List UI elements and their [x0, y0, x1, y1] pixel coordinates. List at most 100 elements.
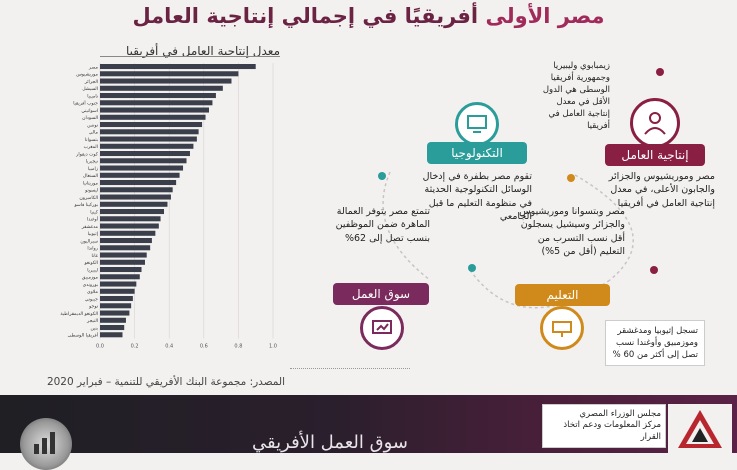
category-label: جيبوتي: [85, 297, 98, 302]
category-label: بوروندي: [83, 283, 98, 288]
category-label: أوغندا: [87, 216, 99, 223]
bar: [100, 230, 156, 236]
chart-title: معدل إنتاجية العامل في أفريقيا: [126, 44, 280, 58]
bar: [100, 100, 213, 106]
category-label: بوركينا فاسو: [73, 202, 98, 208]
x-tick-label: 1.0: [269, 344, 277, 350]
category-label: موزمبيق: [82, 276, 99, 281]
footer-title: سوق العمل الأفريقي: [252, 432, 408, 453]
worker-low-note: زيمبابوي وليبيريا وجمهورية أفريقيا الوسط…: [542, 61, 610, 132]
bar: [100, 107, 209, 113]
bar: [100, 209, 165, 215]
bar: [100, 245, 151, 251]
category-label: جنوب أفريقيا: [73, 100, 98, 107]
footer-chart-logo: [20, 418, 72, 470]
chart-title-underline: [100, 56, 280, 57]
bar: [100, 158, 187, 164]
category-label: إثيوبيا: [88, 232, 99, 237]
labor-dot: [468, 264, 476, 272]
bar: [100, 310, 130, 316]
category-label: الكاميرون: [79, 195, 98, 201]
category-label: ملاوي: [87, 290, 99, 295]
bar: [100, 296, 133, 302]
labor-note: تتمتع مصر بتوفر العمالة الماهرة ضمن المو…: [335, 206, 430, 244]
bar-chart: 0.0 0.2 0.4 0.6 0.8 1.0 مصر موريشيوس الجزائر السي…: [60, 63, 277, 350]
technology-icon: [455, 102, 499, 146]
category-label: سيراليون: [80, 239, 98, 244]
category-label: رواندا: [87, 247, 98, 252]
category-label: ليبيريا: [87, 268, 98, 273]
category-label: مالي: [89, 131, 99, 136]
bar: [100, 332, 123, 338]
org-line-2: مركز المعلومات ودعم اتخاذ القرار: [563, 420, 661, 442]
category-label: كوت ديفوار: [75, 151, 99, 157]
bar: [100, 288, 135, 294]
category-label: موريتانيا: [83, 181, 99, 186]
category-label: ناميبيا: [87, 94, 98, 99]
bar: [100, 259, 145, 265]
education-high-note: تسجل إثيوبيا ومدغشقر وموزمبيق وأوغندا نس…: [605, 320, 705, 367]
bar: [100, 223, 159, 229]
category-label: الكونغو: [84, 260, 98, 266]
education-badge: التعليم: [515, 284, 610, 306]
page-title: مصر الأولى أفريقيًا في إجمالي إنتاجية ال…: [0, 4, 737, 28]
bar: [100, 64, 256, 70]
x-tick-label: 0.4: [165, 344, 173, 350]
x-tick-label: 0.0: [96, 344, 104, 350]
bar: [100, 317, 126, 323]
bar: [100, 85, 223, 91]
technology-badge: التكنولوجيا: [427, 142, 527, 164]
connector-lines: [382, 171, 634, 309]
bar: [100, 201, 168, 207]
source-divider: [290, 368, 410, 369]
category-label: بنين: [90, 326, 98, 331]
x-tick-label: 0.2: [131, 344, 139, 350]
category-label: الكونغو الديمقراطية: [60, 311, 98, 317]
category-label: المغرب: [84, 145, 98, 150]
bar: [100, 172, 180, 178]
egypt-cabinet-logo: [668, 404, 732, 453]
category-label: موريشيوس: [76, 73, 98, 78]
bar: [100, 325, 125, 331]
x-tick-label: 0.8: [234, 344, 242, 350]
category-label: السودان: [82, 116, 98, 121]
category-label: ليسوتو: [84, 189, 98, 194]
bar: [100, 267, 142, 273]
technology-note: تقوم مصر بطفرة في إدخال الوسائل التكنولو…: [422, 171, 532, 223]
education-dropout-note: مصر وبتسوانا وموريشيوس والجزائر وسيشيل ي…: [519, 206, 625, 258]
worker-productivity-icon: [630, 98, 680, 148]
bar: [100, 216, 161, 222]
worker-productivity-badge: إنتاجية العامل: [605, 144, 705, 166]
org-line-1: مجلس الوزراء المصري: [579, 409, 661, 419]
bar: [100, 281, 137, 287]
bar: [100, 194, 171, 200]
worker-dot-bottom: [650, 266, 658, 274]
category-label: السيشل: [82, 87, 98, 92]
category-label: غانا: [92, 254, 99, 259]
bar: [100, 122, 203, 128]
bar: [100, 78, 232, 84]
category-label: الجزائر: [84, 80, 98, 85]
bar: [100, 274, 140, 280]
bar: [100, 129, 199, 135]
bar: [100, 114, 206, 120]
bar: [100, 143, 194, 149]
labor-market-icon: [360, 306, 404, 350]
bar: [100, 303, 132, 309]
category-label: اسواتيني: [81, 109, 98, 114]
worker-dot-top: [656, 68, 664, 76]
bar: [100, 136, 197, 142]
category-label: كينيا: [90, 209, 99, 215]
technology-dot-right: [567, 174, 575, 182]
worker-high-note: مصر وموريشيوس والجزائر والجابون الأعلى، …: [608, 171, 715, 209]
category-label: نيجيريا: [86, 160, 98, 165]
category-label: تونس: [87, 123, 99, 128]
category-label: السنغال: [83, 174, 98, 179]
bar: [100, 165, 184, 171]
labor-market-badge: سوق العمل: [333, 283, 429, 305]
x-tick-label: 0.6: [200, 344, 208, 350]
bar: [100, 151, 190, 157]
category-label: النيجر: [86, 319, 98, 324]
category-label: مدغشقر: [81, 225, 99, 230]
bar: [100, 187, 173, 193]
